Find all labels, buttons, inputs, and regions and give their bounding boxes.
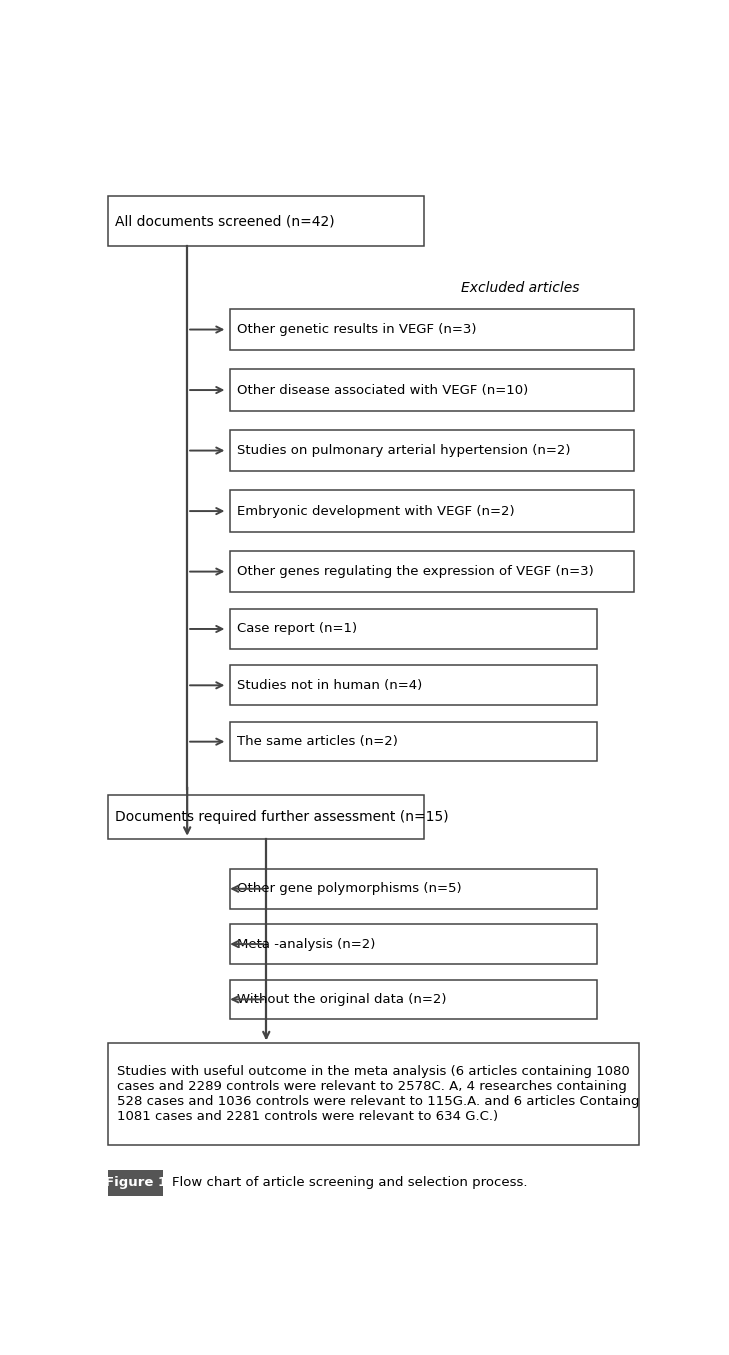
FancyBboxPatch shape — [230, 309, 634, 351]
FancyBboxPatch shape — [230, 665, 597, 705]
Text: Studies with useful outcome in the meta analysis (6 articles containing 1080
cas: Studies with useful outcome in the meta … — [117, 1065, 639, 1123]
FancyBboxPatch shape — [230, 610, 597, 649]
FancyBboxPatch shape — [230, 369, 634, 411]
Text: Documents required further assessment (n=15): Documents required further assessment (n… — [115, 810, 449, 824]
Text: Other gene polymorphisms (n=5): Other gene polymorphisms (n=5) — [237, 882, 461, 896]
FancyBboxPatch shape — [108, 1043, 639, 1145]
Text: Figure 1: Figure 1 — [105, 1176, 167, 1190]
Text: Flow chart of article screening and selection process.: Flow chart of article screening and sele… — [172, 1176, 527, 1190]
Text: Embryonic development with VEGF (n=2): Embryonic development with VEGF (n=2) — [237, 504, 515, 518]
FancyBboxPatch shape — [230, 722, 597, 762]
FancyBboxPatch shape — [108, 196, 424, 247]
Text: Case report (n=1): Case report (n=1) — [237, 622, 357, 635]
FancyBboxPatch shape — [230, 550, 634, 592]
Text: Other genes regulating the expression of VEGF (n=3): Other genes regulating the expression of… — [237, 565, 593, 579]
FancyBboxPatch shape — [230, 924, 597, 963]
Text: Other genetic results in VEGF (n=3): Other genetic results in VEGF (n=3) — [237, 322, 476, 336]
Text: All documents screened (n=42): All documents screened (n=42) — [115, 214, 335, 228]
Text: Studies not in human (n=4): Studies not in human (n=4) — [237, 679, 422, 692]
FancyBboxPatch shape — [230, 491, 634, 533]
FancyBboxPatch shape — [230, 980, 597, 1019]
FancyBboxPatch shape — [108, 1171, 163, 1195]
Text: Other disease associated with VEGF (n=10): Other disease associated with VEGF (n=10… — [237, 383, 528, 397]
FancyBboxPatch shape — [230, 869, 597, 909]
Text: Meta -analysis (n=2): Meta -analysis (n=2) — [237, 938, 375, 951]
Text: Excluded articles: Excluded articles — [461, 280, 580, 295]
FancyBboxPatch shape — [108, 795, 424, 839]
Text: Studies on pulmonary arterial hypertension (n=2): Studies on pulmonary arterial hypertensi… — [237, 444, 570, 457]
Text: Without the original data (n=2): Without the original data (n=2) — [237, 993, 446, 1005]
FancyBboxPatch shape — [230, 430, 634, 472]
Text: The same articles (n=2): The same articles (n=2) — [237, 736, 398, 748]
